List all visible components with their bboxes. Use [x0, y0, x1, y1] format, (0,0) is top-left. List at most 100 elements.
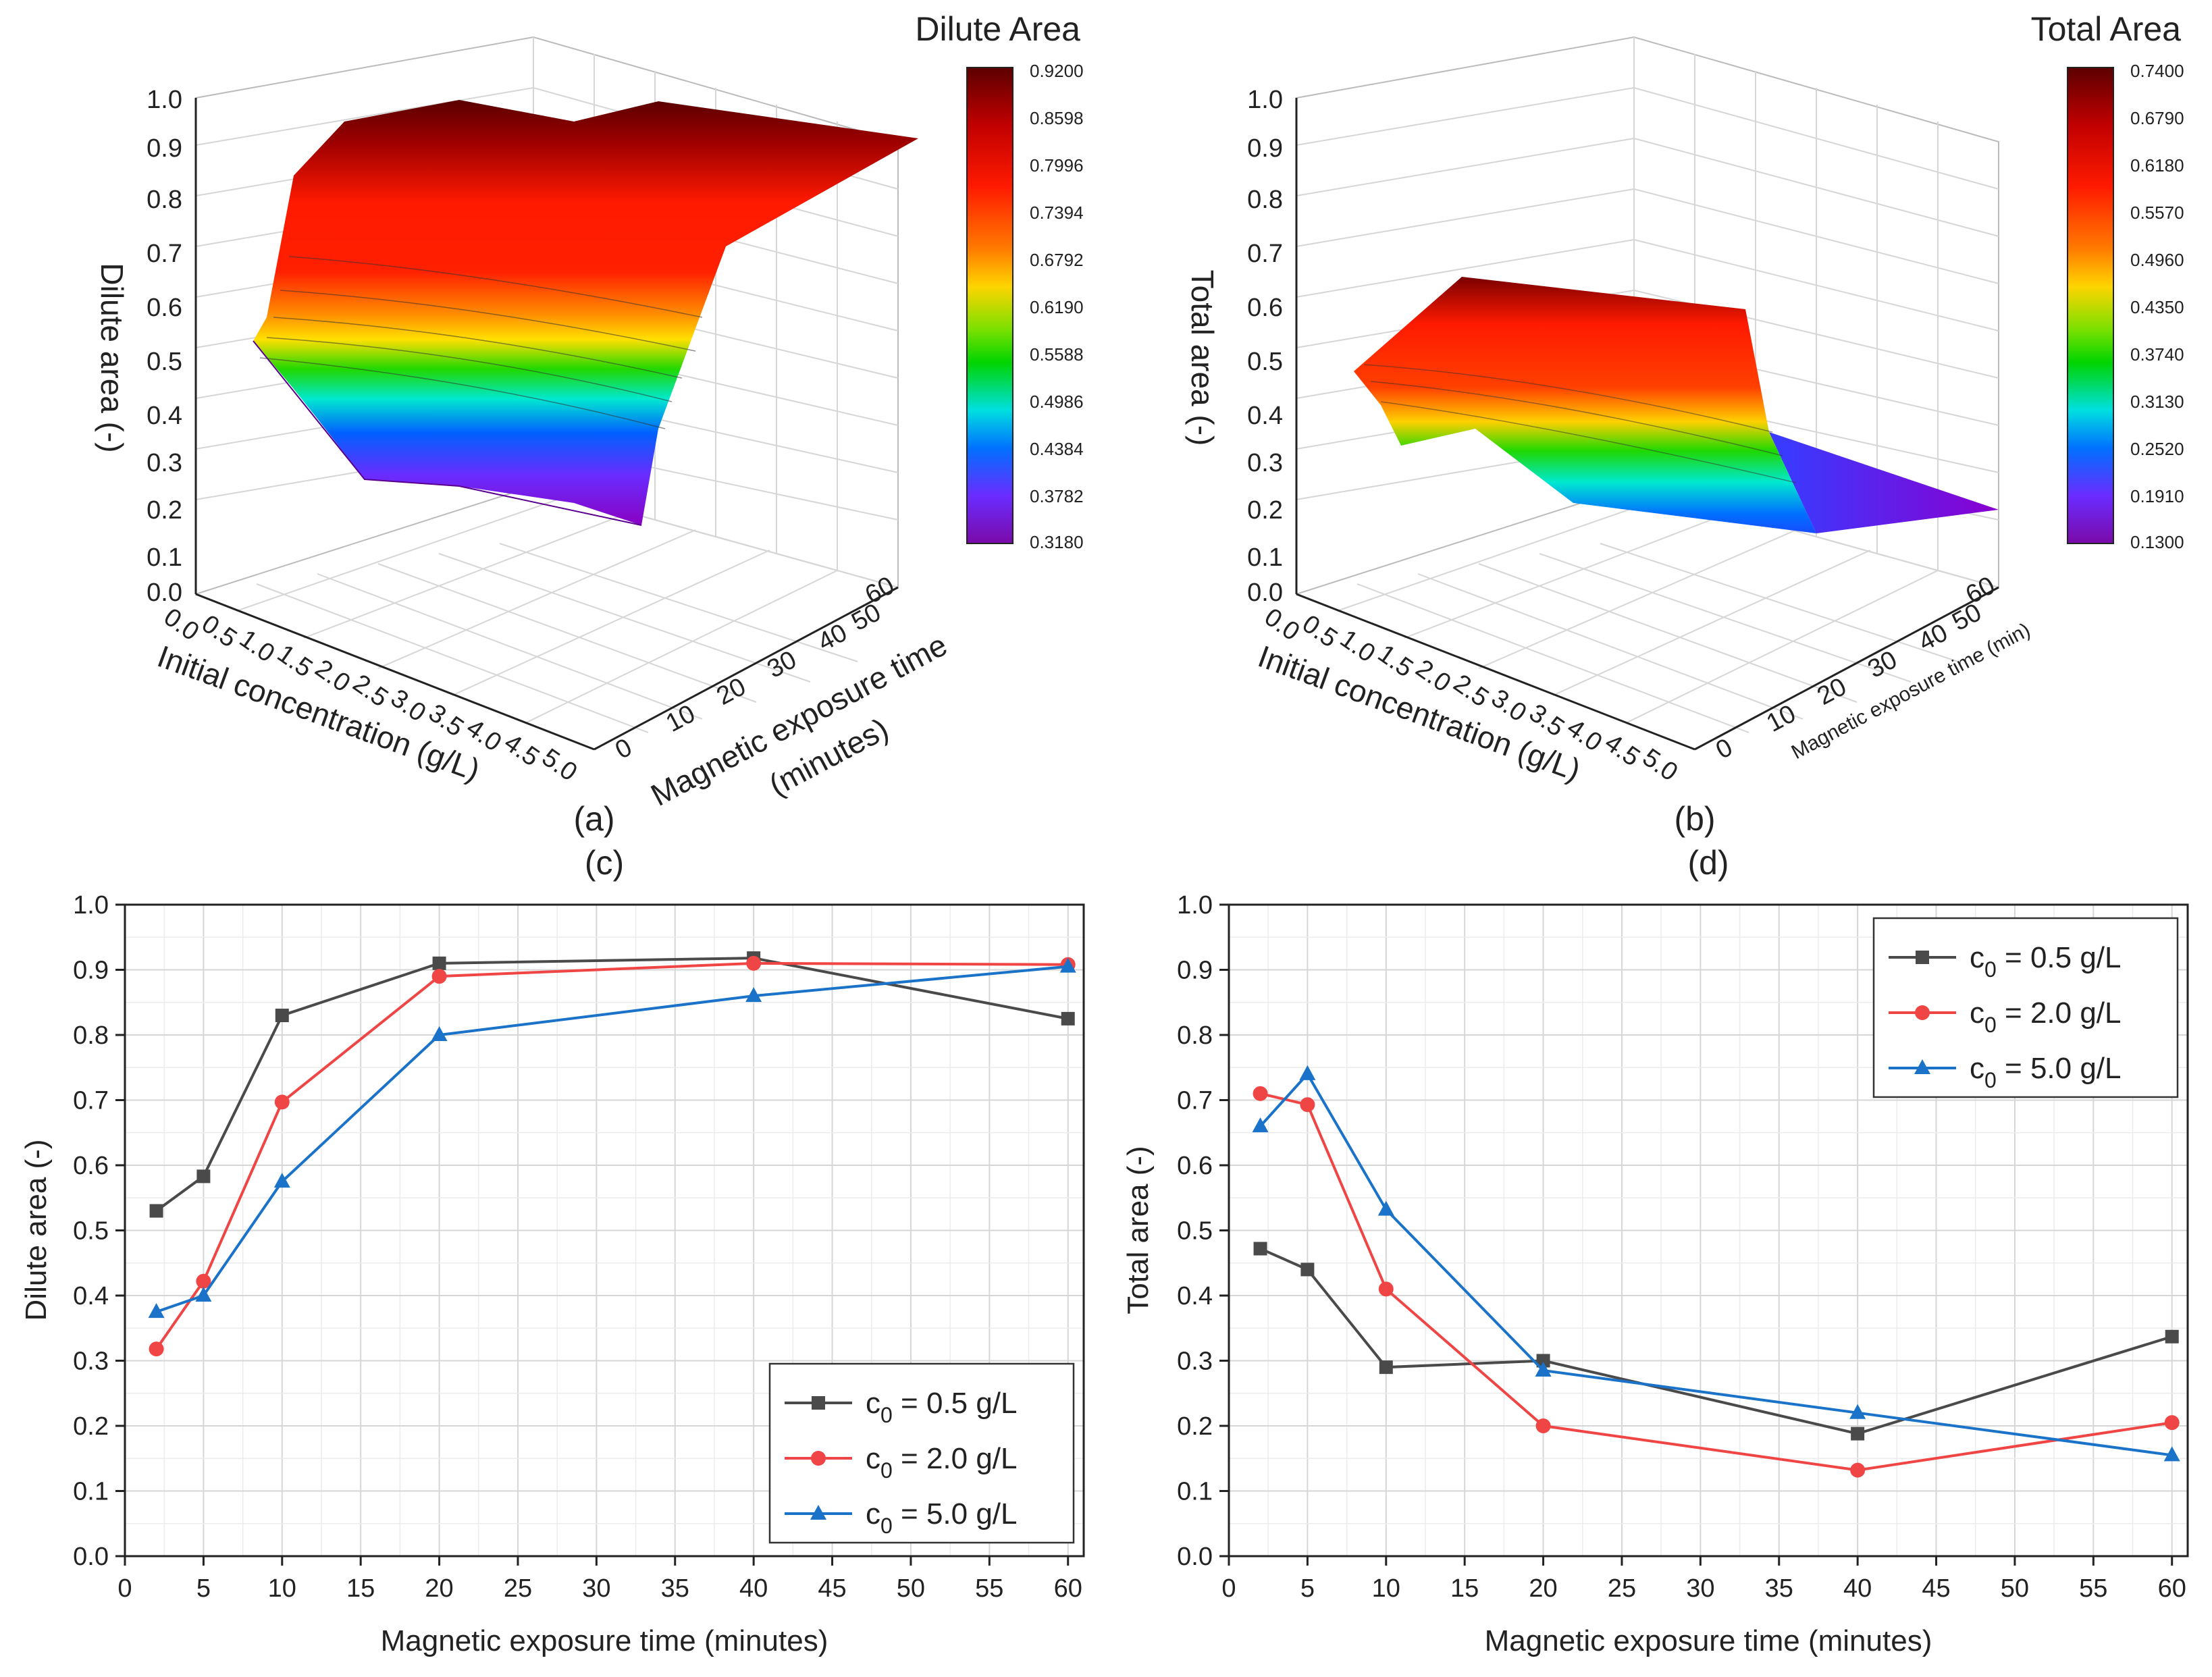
panel-c-y-ticks: 0.0 0.1 0.2 0.3 0.4 0.5 0.6 0.7 0.8 0.9 1.0: [73, 891, 125, 1571]
data-point: [432, 956, 446, 970]
panel-b-ztick: 0.5: [1247, 348, 1283, 376]
panel-a-ytick: 30: [763, 645, 801, 684]
legend-marker: [1916, 951, 1929, 964]
data-point: [745, 987, 762, 1003]
y-tick-label: 0.4: [1177, 1282, 1213, 1310]
y-tick-label: 0.7: [1177, 1087, 1213, 1115]
x-tick-label: 20: [425, 1574, 453, 1603]
legend-entry: c0 = 0.5 g/L: [866, 1387, 1018, 1427]
panel-d-y-ticks: 0.0 0.1 0.2 0.3 0.4 0.5 0.6 0.7 0.8 0.9 1.0: [1177, 891, 1229, 1571]
x-tick-label: 20: [1529, 1574, 1557, 1603]
x-tick-label: 10: [1372, 1574, 1400, 1603]
panel-d: (d) 0 5 10 15 20 25 30 35 40 45 50 55 60 0.00.10.20.…: [1122, 844, 2189, 1657]
x-tick-label: 5: [196, 1574, 211, 1603]
panel-a-z-label: Dilute area (-): [95, 263, 130, 452]
panel-a-cbar-tick: 0.6190: [1030, 297, 1084, 317]
series-line-0: [155, 957, 1069, 1213]
x-tick-label: 25: [1608, 1574, 1636, 1603]
panel-b-ytick: 0: [1712, 733, 1737, 765]
x-tick-label: 0: [1221, 1574, 1236, 1603]
panel-a-ztick: 0.7: [147, 240, 182, 268]
data-point: [1535, 1361, 1552, 1377]
panel-b-contours: [1363, 364, 1797, 483]
panel-b-surface: [1354, 277, 1816, 533]
panel-b-ztick: 1.0: [1247, 86, 1283, 114]
legend-entry: c0 = 0.5 g/L: [1970, 941, 2122, 982]
data-point: [1379, 1360, 1393, 1375]
panel-a-contours: [259, 256, 703, 429]
panel-b-ytick: 40: [1914, 618, 1953, 657]
panel-a-surface: [253, 100, 918, 525]
y-tick-label: 0.2: [1177, 1412, 1213, 1441]
panel-b-cbar-tick: 0.3130: [2130, 392, 2184, 412]
panel-c-y-label: Dilute area (-): [20, 1140, 53, 1321]
data-point: [746, 955, 762, 971]
legend-marker: [812, 1396, 825, 1410]
legend-entry: c0 = 5.0 g/L: [866, 1497, 1018, 1538]
y-tick-label: 0.7: [73, 1087, 109, 1115]
panel-b-ztick: 0.7: [1247, 240, 1283, 268]
panel-b-colorbar: [2067, 67, 2114, 544]
x-tick-label: 50: [2001, 1574, 2029, 1603]
x-tick-label: 0: [117, 1574, 132, 1603]
panel-b-surface-tail: [1769, 432, 1999, 533]
data-point: [2163, 1446, 2180, 1462]
panel-a-y-axis: [594, 586, 899, 751]
data-point: [2164, 1415, 2180, 1431]
panel-c-x-label: Magnetic exposure time (minutes): [381, 1624, 828, 1657]
data-point: [1377, 1200, 1394, 1216]
data-point: [1851, 1427, 1865, 1441]
panel-a-ztick: 0.9: [147, 134, 182, 163]
panel-a-colorbar-title: Dilute Area: [915, 10, 1080, 48]
y-tick-label: 0.9: [1177, 957, 1213, 985]
y-tick-label: 0.4: [73, 1282, 109, 1310]
x-tick-label: 40: [1843, 1574, 1872, 1603]
x-tick-label: 35: [1765, 1574, 1793, 1603]
panel-b-cbar-tick: 0.6790: [2130, 108, 2184, 128]
y-tick-label: 0.1: [1177, 1478, 1213, 1506]
data-point: [1300, 1097, 1315, 1113]
panel-d-y-label: Total area (-): [1122, 1146, 1155, 1314]
data-point: [2165, 1329, 2179, 1343]
panel-a-ytick: 20: [712, 672, 751, 711]
x-tick-label: 45: [818, 1574, 846, 1603]
legend-entry: c0 = 2.0 g/L: [866, 1442, 1018, 1483]
data-point: [149, 1204, 163, 1218]
x-tick-label: 60: [2158, 1574, 2186, 1603]
legend-marker: [1915, 1005, 1930, 1020]
x-tick-label: 55: [2079, 1574, 2107, 1603]
data-point: [1253, 1242, 1267, 1256]
panel-b-ztick: 0.8: [1247, 186, 1283, 214]
legend-marker: [1914, 1059, 1930, 1074]
panel-a-ztick: 0.3: [147, 449, 182, 477]
panel-a-colorbar: [966, 67, 1013, 544]
panel-a-ztick: 0.1: [147, 543, 182, 572]
data-point: [274, 1094, 290, 1110]
panel-a-cbar-tick: 0.7394: [1030, 203, 1084, 223]
y-tick-label: 0.3: [1177, 1348, 1213, 1376]
panel-c-series: [148, 951, 1076, 1357]
y-tick-label: 0.1: [73, 1478, 109, 1506]
data-point: [1536, 1354, 1550, 1368]
data-point: [1299, 1065, 1316, 1080]
y-tick-label: 1.0: [73, 891, 109, 920]
x-tick-label: 25: [504, 1574, 532, 1603]
data-point: [1252, 1117, 1269, 1133]
panel-b-cbar-tick: 0.1300: [2130, 532, 2184, 552]
panel-a-ztick: 1.0: [147, 86, 182, 114]
data-point: [149, 1341, 164, 1357]
panel-c: (c) 0 5 10 15 20 25 30 35 40 45 50 55 60 0.00.10.20.…: [20, 844, 1085, 1657]
panel-a-cbar-tick: 0.4986: [1030, 392, 1084, 412]
legend-entry: c0 = 2.0 g/L: [1970, 996, 2122, 1037]
panel-b-cbar-tick: 0.6180: [2130, 155, 2184, 176]
y-tick-label: 0.8: [1177, 1021, 1213, 1050]
y-tick-label: 0.2: [73, 1412, 109, 1441]
data-point: [1059, 957, 1076, 973]
panel-d-series: [1252, 1065, 2180, 1478]
panel-d-label: (d): [1687, 844, 1729, 882]
panel-c-grid: [124, 904, 1084, 1557]
panel-b-ztick: 0.9: [1247, 134, 1283, 163]
x-tick-label: 10: [268, 1574, 296, 1603]
y-tick-label: 1.0: [1177, 891, 1213, 920]
x-tick-label: 15: [346, 1574, 375, 1603]
